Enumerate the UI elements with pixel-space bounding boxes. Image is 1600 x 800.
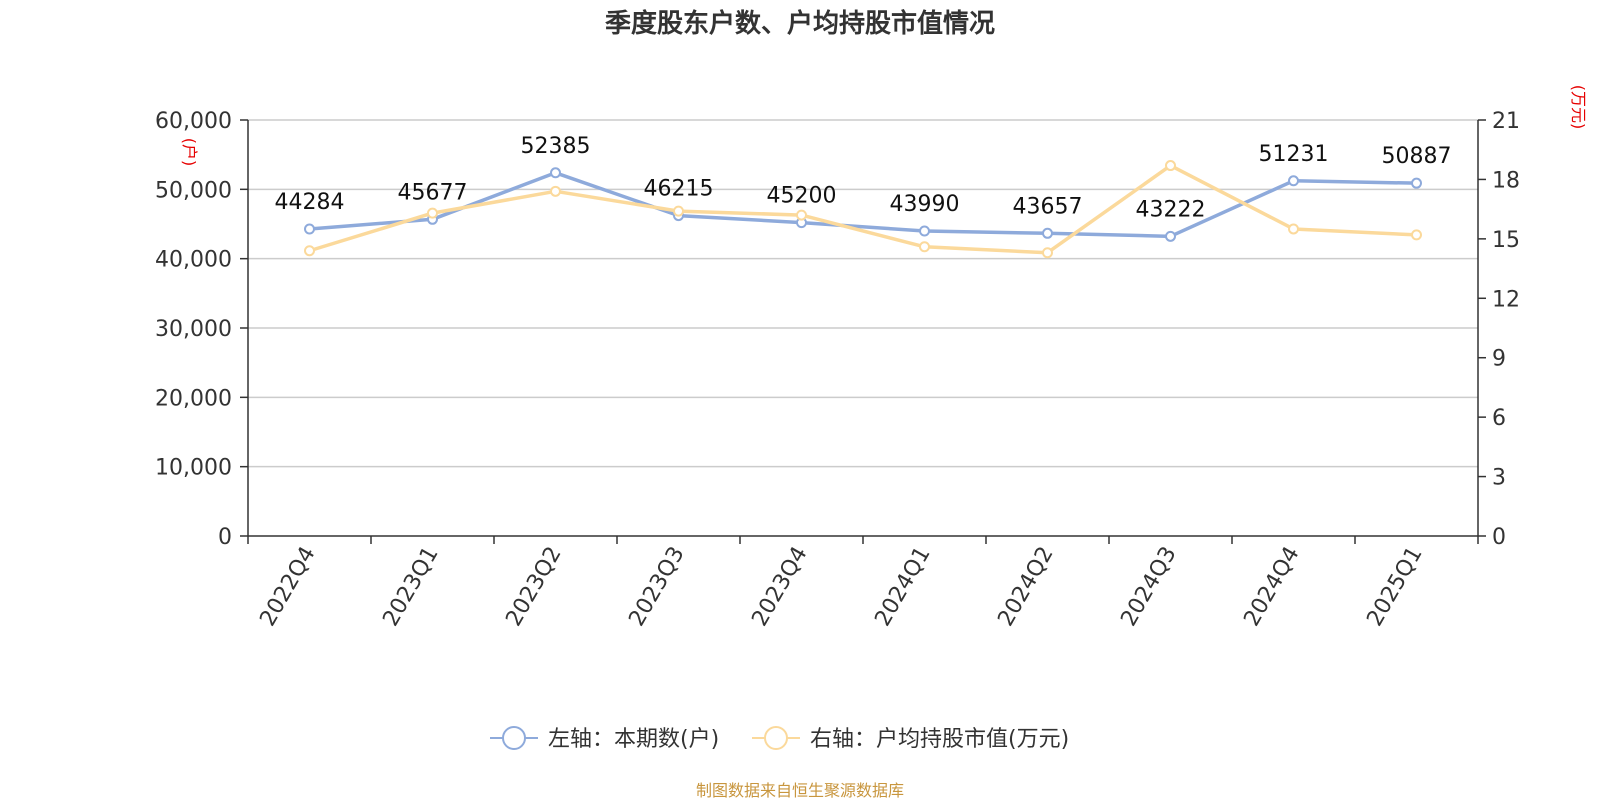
series-points xyxy=(304,160,1422,259)
data-labels: 44284 45677 52385 46215 45200 43990 43657 43222… xyxy=(275,134,1452,223)
x-axis-tick-label: 2024Q1 xyxy=(870,543,935,631)
right-axis-tick-label: 21 xyxy=(1492,109,1520,134)
x-axis-tick-label: 2022Q4 xyxy=(255,543,320,631)
series-line-left xyxy=(309,171,1417,239)
legend-marker xyxy=(764,726,788,750)
right-axis-tick-label: 3 xyxy=(1492,466,1506,491)
data-label: 44284 xyxy=(275,190,345,215)
x-axis-tick-label: 2023Q1 xyxy=(378,543,443,631)
left-axis-tick-label: 30,000 xyxy=(155,317,232,342)
data-point-right xyxy=(304,245,315,257)
right-axis-tick-label: 0 xyxy=(1492,525,1506,550)
data-point-left xyxy=(1288,175,1299,187)
left-axis-tick-label: 10,000 xyxy=(155,456,232,481)
data-point-left xyxy=(550,167,561,179)
right-axis-tick-label: 18 xyxy=(1492,168,1520,193)
data-point-right xyxy=(1411,229,1422,241)
right-axis-tick-label: 12 xyxy=(1492,287,1520,312)
series-line-right xyxy=(308,163,1417,255)
data-point-right xyxy=(919,241,930,253)
data-point-left xyxy=(304,223,315,235)
legend-item-left-series: 左轴：本期数(户) xyxy=(490,726,719,752)
axes: 0 10,000 20,000 30,000 40,000 50,000 60,000 0 3 6… xyxy=(155,109,1520,631)
series-lines xyxy=(308,163,1417,255)
right-axis-tick-label: 6 xyxy=(1492,406,1506,431)
left-axis-unit: (户) xyxy=(180,138,199,167)
x-axis-tick-label: 2024Q2 xyxy=(993,543,1058,631)
legend-item-right-series: 右轴：户均持股市值(万元) xyxy=(752,726,1069,752)
data-point-left xyxy=(1165,230,1176,242)
left-axis-tick-label: 20,000 xyxy=(155,386,232,411)
data-label: 45677 xyxy=(398,180,468,205)
right-axis-tick-label: 9 xyxy=(1492,347,1506,372)
data-label: 46215 xyxy=(644,177,714,202)
data-point-right xyxy=(1288,223,1299,235)
source-note: 制图数据来自恒生聚源数据库 xyxy=(696,781,904,800)
x-axis-tick-label: 2023Q4 xyxy=(747,543,812,631)
x-axis-tick-label: 2023Q3 xyxy=(624,543,689,631)
x-axis-tick-label: 2025Q1 xyxy=(1362,543,1427,631)
data-point-left xyxy=(1042,227,1053,239)
chart-title: 季度股东户数、户均持股市值情况 xyxy=(605,8,995,39)
data-point-right xyxy=(673,205,684,217)
x-axis-tick-label: 2023Q2 xyxy=(501,543,566,631)
left-axis-tick-label: 40,000 xyxy=(155,248,232,273)
data-label: 43222 xyxy=(1136,197,1206,222)
legend: 左轴：本期数(户) 右轴：户均持股市值(万元) xyxy=(490,726,1069,752)
data-point-right xyxy=(550,185,561,197)
data-label: 52385 xyxy=(521,134,591,159)
data-point-right xyxy=(796,209,807,221)
data-label: 51231 xyxy=(1259,142,1329,167)
data-label: 45200 xyxy=(767,184,837,209)
data-point-left xyxy=(1411,177,1422,189)
legend-label: 右轴：户均持股市值(万元) xyxy=(810,727,1069,752)
left-axis-tick-label: 60,000 xyxy=(155,109,232,134)
data-label: 43657 xyxy=(1013,194,1083,219)
data-point-right xyxy=(1042,247,1053,259)
data-point-left xyxy=(919,225,930,237)
data-label: 50887 xyxy=(1382,144,1452,169)
gridlines xyxy=(248,119,1478,468)
right-axis-unit: (万元) xyxy=(1569,85,1588,130)
legend-marker xyxy=(502,726,526,750)
right-axis-tick-label: 15 xyxy=(1492,228,1520,253)
left-axis-tick-label: 0 xyxy=(218,525,232,550)
data-point-right xyxy=(1165,160,1176,172)
x-axis-tick-label: 2024Q3 xyxy=(1116,543,1181,631)
legend-label: 左轴：本期数(户) xyxy=(548,727,719,752)
x-axis-tick-label: 2024Q4 xyxy=(1239,543,1304,631)
left-axis-tick-label: 50,000 xyxy=(155,178,232,203)
data-point-right xyxy=(427,207,438,219)
data-label: 43990 xyxy=(890,192,960,217)
